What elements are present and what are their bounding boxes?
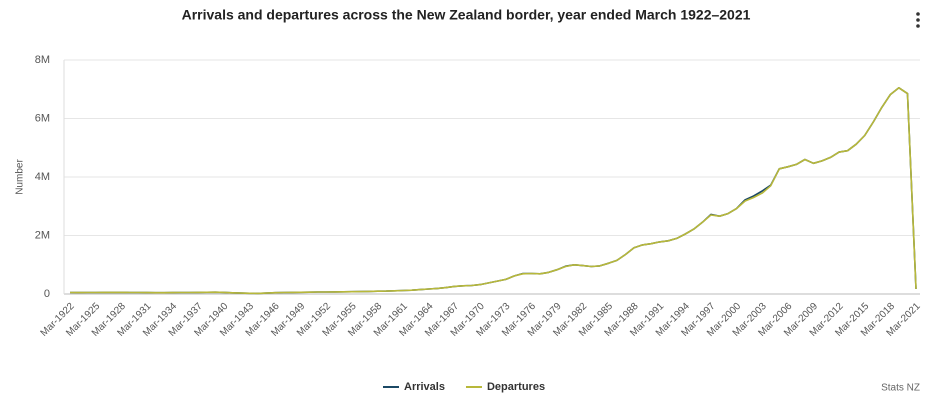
legend-label: Departures bbox=[487, 381, 545, 393]
menu-button[interactable] bbox=[916, 12, 920, 28]
y-tick-label: 8M bbox=[35, 54, 50, 66]
series-line bbox=[69, 87, 917, 295]
y-tick-label: 6M bbox=[35, 112, 50, 124]
chart-title: Arrivals and departures across the New Z… bbox=[182, 7, 751, 23]
source: Stats NZ bbox=[881, 383, 920, 394]
y-tick-label: 2M bbox=[35, 229, 50, 241]
y-tick-label: 4M bbox=[35, 171, 50, 183]
y-axis-label: Number bbox=[15, 159, 26, 195]
y-tick-label: 0 bbox=[44, 288, 50, 300]
legend-label: Arrivals bbox=[404, 381, 445, 393]
